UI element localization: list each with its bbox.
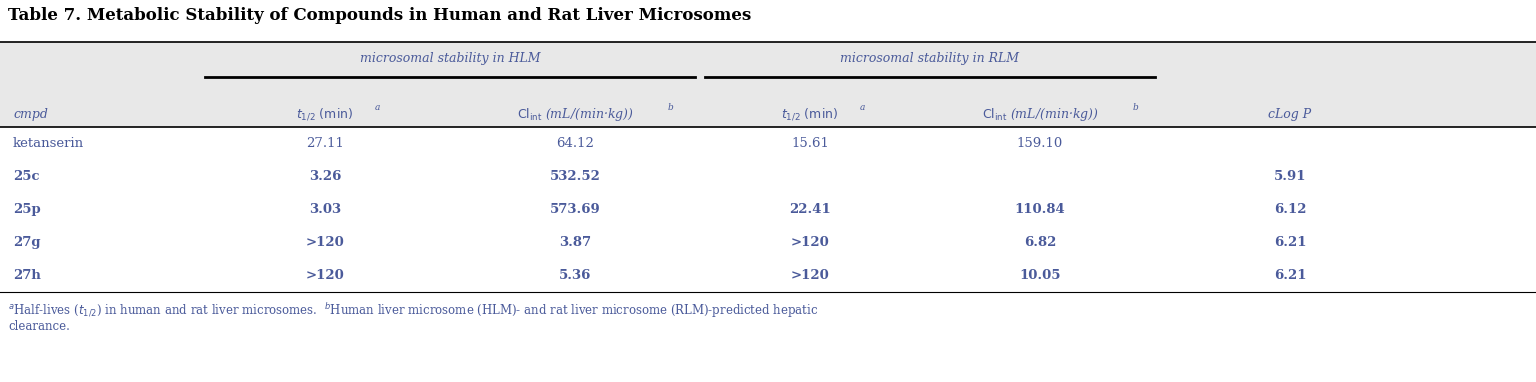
Text: $\mathrm{Cl_{int}}$ (mL/(min·kg)): $\mathrm{Cl_{int}}$ (mL/(min·kg)) [982,105,1098,123]
Text: b: b [1132,102,1138,112]
Text: ketanserin: ketanserin [12,137,84,150]
Text: 25c: 25c [12,170,40,183]
Text: a: a [859,102,865,112]
Text: 6.21: 6.21 [1273,236,1306,249]
Text: microsomal stability in HLM: microsomal stability in HLM [359,52,541,65]
Text: 532.52: 532.52 [550,170,601,183]
Text: 573.69: 573.69 [550,203,601,216]
Text: 64.12: 64.12 [556,137,594,150]
Text: >120: >120 [306,236,344,249]
Text: >120: >120 [791,269,829,282]
Text: clearance.: clearance. [8,320,69,333]
Text: 15.61: 15.61 [791,137,829,150]
Text: 3.03: 3.03 [309,203,341,216]
Text: 22.41: 22.41 [790,203,831,216]
Text: 27h: 27h [12,269,41,282]
Text: b: b [667,102,673,112]
Text: 6.12: 6.12 [1273,203,1306,216]
Text: cLog P: cLog P [1269,107,1312,120]
Text: 5.36: 5.36 [559,269,591,282]
Text: cmpd: cmpd [12,107,48,120]
Text: 3.87: 3.87 [559,236,591,249]
Text: Table 7. Metabolic Stability of Compounds in Human and Rat Liver Microsomes: Table 7. Metabolic Stability of Compound… [8,7,751,24]
Text: 3.26: 3.26 [309,170,341,183]
Text: 27g: 27g [12,236,40,249]
Text: $t_{1/2}$ $\mathrm{(min)}$: $t_{1/2}$ $\mathrm{(min)}$ [782,106,839,122]
Text: >120: >120 [306,269,344,282]
Text: 6.21: 6.21 [1273,269,1306,282]
Text: $\mathrm{Cl_{int}}$ (mL/(min·kg)): $\mathrm{Cl_{int}}$ (mL/(min·kg)) [516,105,633,123]
Text: 25p: 25p [12,203,41,216]
Text: 159.10: 159.10 [1017,137,1063,150]
Text: 110.84: 110.84 [1015,203,1066,216]
Text: $^a$Half-lives ($t_{1/2}$) in human and rat liver microsomes.  $^b$Human liver m: $^a$Half-lives ($t_{1/2}$) in human and … [8,302,819,320]
Text: $t_{1/2}$ $\mathrm{(min)}$: $t_{1/2}$ $\mathrm{(min)}$ [296,106,353,122]
Text: 5.91: 5.91 [1273,170,1306,183]
Text: >120: >120 [791,236,829,249]
Text: a: a [375,102,379,112]
Text: microsomal stability in RLM: microsomal stability in RLM [840,52,1020,65]
Bar [0,42,1536,127]
Text: 6.82: 6.82 [1025,236,1057,249]
Text: 27.11: 27.11 [306,137,344,150]
Text: 10.05: 10.05 [1020,269,1061,282]
